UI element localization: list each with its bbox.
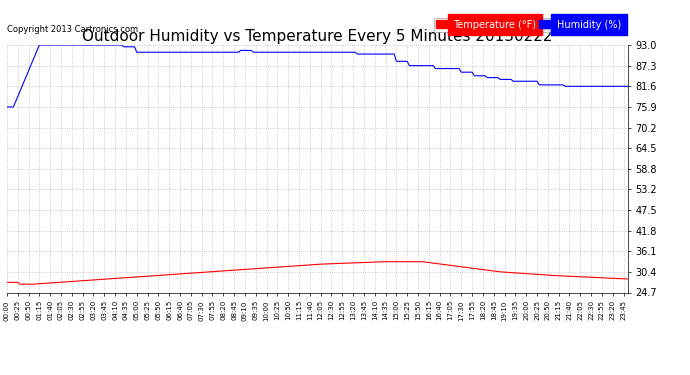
Text: Copyright 2013 Cartronics.com: Copyright 2013 Cartronics.com [7, 25, 138, 34]
Title: Outdoor Humidity vs Temperature Every 5 Minutes 20130222: Outdoor Humidity vs Temperature Every 5 … [82, 29, 553, 44]
Legend: Temperature (°F), Humidity (%): Temperature (°F), Humidity (%) [434, 18, 623, 32]
